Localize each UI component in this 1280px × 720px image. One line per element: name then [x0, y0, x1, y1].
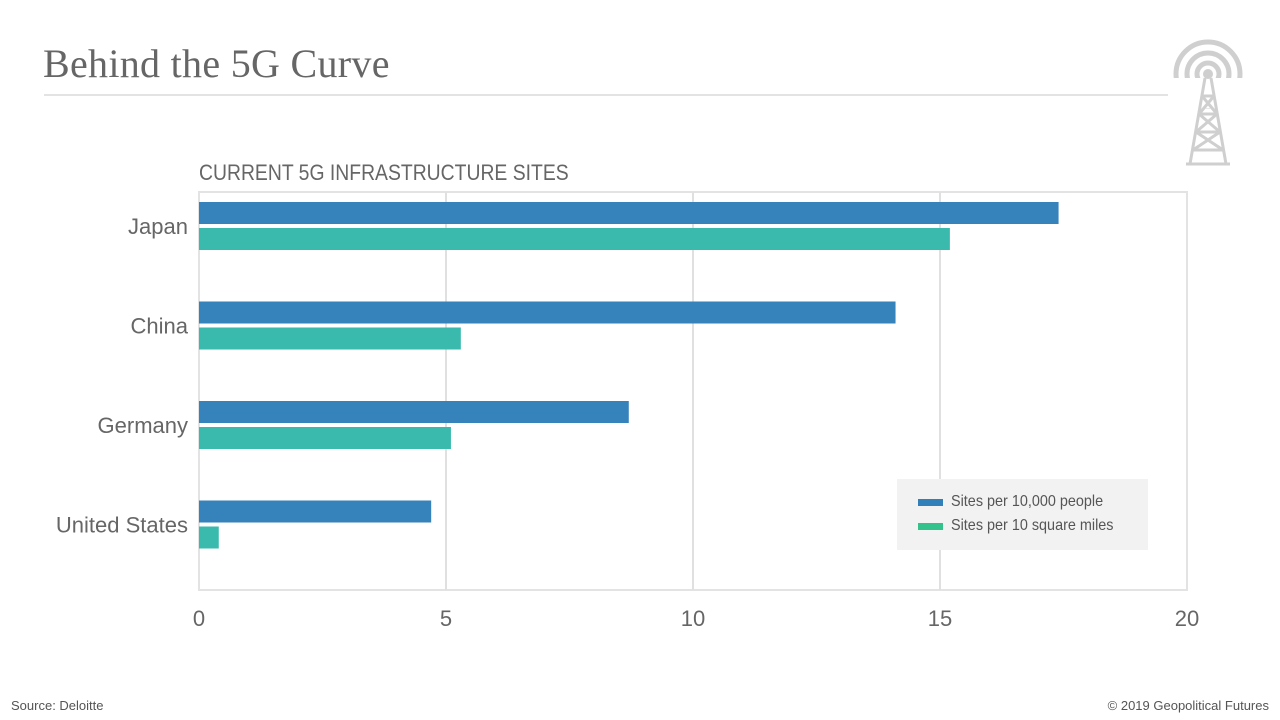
legend-label: Sites per 10 square miles	[951, 517, 1114, 534]
radio-tower-icon	[1168, 39, 1248, 166]
legend: Sites per 10,000 people Sites per 10 squ…	[897, 479, 1148, 550]
source-note: Source: Deloitte	[11, 698, 104, 713]
bar-people	[199, 202, 1059, 224]
y-category-label: United States	[56, 513, 188, 538]
y-category-label: Germany	[98, 413, 188, 438]
title-divider	[44, 94, 1174, 96]
bar-people	[199, 301, 896, 324]
x-tick-label: 15	[928, 606, 952, 631]
bar-people	[199, 500, 432, 523]
bar-area	[199, 327, 461, 350]
y-category-label: Japan	[128, 214, 188, 239]
bar-area	[199, 228, 950, 250]
legend-swatch-series1	[918, 498, 943, 506]
x-tick-label: 0	[193, 606, 205, 631]
x-tick-label: 20	[1175, 606, 1199, 631]
x-tick-label: 5	[440, 606, 452, 631]
y-category-label: China	[131, 314, 189, 339]
chart-title: CURRENT 5G INFRASTRUCTURE SITES	[199, 160, 569, 185]
legend-swatch-series2	[918, 522, 943, 530]
bar-people	[199, 401, 629, 423]
x-tick-label: 10	[681, 606, 705, 631]
legend-label: Sites per 10,000 people	[951, 493, 1104, 510]
copyright: © 2019 Geopolitical Futures	[1107, 698, 1269, 713]
page-title: Behind the 5G Curve	[43, 41, 390, 86]
legend-item-series2: Sites per 10 square miles	[918, 517, 1132, 535]
bar-area	[199, 526, 219, 549]
legend-item-series1: Sites per 10,000 people	[918, 493, 1120, 511]
bar-area	[199, 427, 451, 449]
